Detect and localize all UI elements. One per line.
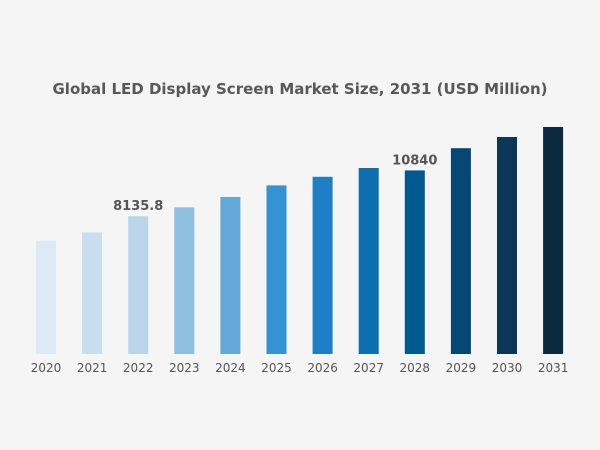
data-labels: 8135.8 10840 [113,153,437,214]
x-tick-label-2026: 2026 [307,361,338,375]
x-tick-label-2022: 2022 [123,361,154,375]
bar-2020 [36,240,56,354]
bar-2026 [312,176,333,354]
x-tick-label-2025: 2025 [261,361,292,375]
bar-2028 [404,170,425,354]
x-tick-label-2023: 2023 [169,361,200,375]
bar-2031 [543,127,564,354]
bar-2022 [128,216,149,354]
bar-2027 [358,168,379,354]
data-label-2028: 10840 [392,153,437,168]
x-tick-label-2031: 2031 [538,361,569,375]
bar-2024 [220,197,241,354]
x-tick-label-2024: 2024 [215,361,246,375]
x-tick-label-2021: 2021 [77,361,108,375]
x-tick-label-2020: 2020 [31,361,62,375]
x-tick-label-2029: 2029 [446,361,477,375]
bar-2025 [266,185,287,354]
bar-2030 [497,137,517,354]
data-label-2022: 8135.8 [113,199,163,214]
bars-group [36,127,564,354]
bar-2029 [450,148,471,354]
x-axis-ticks: 2020 2021 2022 2023 2024 2025 2026 2027 2028 2029… [31,361,569,375]
x-tick-label-2028: 2028 [400,361,431,375]
bar-2021 [82,232,103,354]
chart-title: Global LED Display Screen Market Size, 2… [52,80,548,98]
x-tick-label-2030: 2030 [492,361,523,375]
x-tick-label-2027: 2027 [353,361,384,375]
bar-2023 [174,207,195,354]
